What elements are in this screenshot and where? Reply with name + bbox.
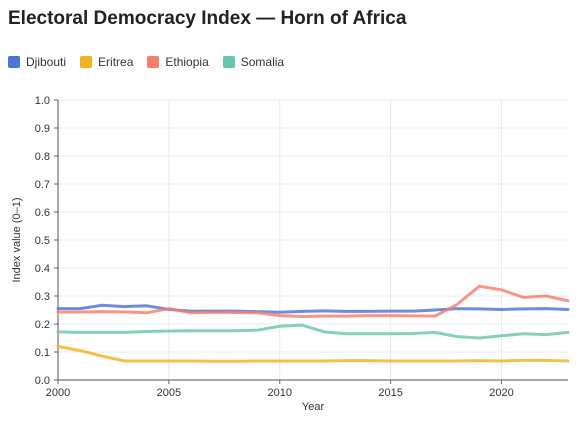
chart-series-lines	[56, 284, 570, 363]
series-line-eritrea[interactable]	[56, 344, 570, 363]
legend-item-djibouti[interactable]: Djibouti	[8, 55, 66, 69]
x-tick-label: 2015	[378, 387, 402, 399]
x-axis-label: Year	[302, 401, 325, 413]
legend-swatch-eritrea	[80, 56, 93, 68]
x-tick-label: 2010	[267, 387, 291, 399]
legend-label-ethiopia: Ethiopia	[165, 55, 209, 69]
x-tick-label: 2005	[157, 387, 181, 399]
x-tick-label: 2020	[489, 387, 513, 399]
legend-item-eritrea[interactable]: Eritrea	[80, 55, 133, 69]
y-tick-label: 0.0	[35, 375, 50, 387]
y-tick-label: 0.1	[35, 347, 50, 359]
series-line-ethiopia[interactable]	[56, 284, 570, 318]
y-tick-label: 0.8	[35, 151, 50, 163]
legend-label-eritrea: Eritrea	[98, 55, 134, 69]
y-tick-label: 0.3	[35, 291, 50, 303]
y-tick-label: 0.5	[35, 235, 50, 247]
legend-swatch-djibouti	[8, 56, 20, 68]
y-tick-label: 0.2	[35, 319, 50, 331]
series-line-somalia[interactable]	[56, 323, 570, 340]
y-axis-label: Index value (0–1)	[11, 198, 23, 283]
y-tick-label: 0.6	[35, 207, 50, 219]
series-line-djibouti[interactable]	[56, 303, 570, 314]
chart-axes: 0.0 0.1 0.2 0.3 0.4 0.5 0.6 0.7 0.8 0.9 1.0 2000 200…	[35, 95, 568, 399]
legend-item-somalia[interactable]: Somalia	[222, 55, 285, 69]
chart-legend: Djibouti Eritrea Ethiopia Somalia	[8, 55, 298, 69]
y-tick-label: 0.9	[35, 123, 50, 135]
chart-grid	[57, 99, 568, 381]
legend-swatch-ethiopia	[147, 56, 160, 68]
legend-label-somalia: Somalia	[240, 55, 285, 69]
chart-title: Electoral Democracy Index — Horn of Afri…	[8, 8, 407, 29]
legend-label-djibouti: Djibouti	[26, 55, 67, 69]
y-tick-label: 1.0	[35, 95, 50, 107]
x-tick-label: 2000	[46, 387, 70, 399]
legend-item-ethiopia[interactable]: Ethiopia	[147, 55, 209, 69]
y-tick-label: 0.7	[35, 179, 50, 191]
legend-swatch-somalia	[222, 56, 235, 68]
y-tick-label: 0.4	[35, 263, 50, 275]
